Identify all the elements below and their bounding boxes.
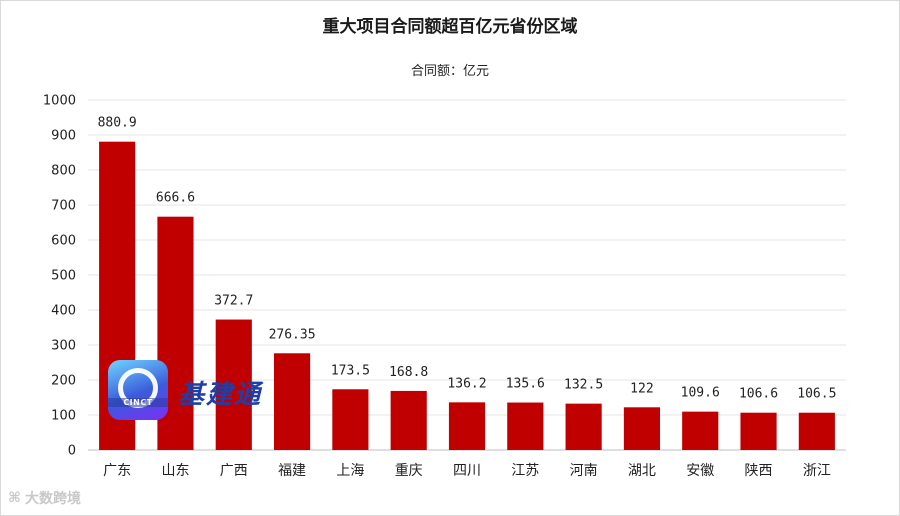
x-tick-label: 上海: [336, 463, 364, 479]
bar: [740, 412, 777, 450]
x-tick-label: 广西: [220, 463, 248, 479]
y-tick-label: 400: [51, 304, 76, 319]
y-tick-label: 700: [51, 199, 76, 214]
bar: [390, 390, 427, 450]
x-tick-label: 福建: [278, 463, 306, 479]
bar: [565, 403, 602, 450]
bar: [274, 353, 311, 450]
brand-watermark: 基建通: [178, 380, 263, 410]
y-tick-label: 200: [51, 374, 76, 389]
y-tick-label: 800: [51, 164, 76, 179]
bar: [332, 389, 369, 450]
x-tick-label: 重庆: [395, 463, 423, 479]
source-watermark: ⌘ 大数跨境: [8, 488, 81, 508]
data-label: 106.5: [797, 387, 836, 402]
bar: [682, 411, 719, 450]
y-tick-label: 900: [51, 129, 76, 144]
cinct-logo-icon: CINCT: [108, 360, 168, 420]
y-tick-label: 600: [51, 234, 76, 249]
x-tick-label: 安徽: [686, 463, 714, 479]
chart-subtitle: 合同额：亿元: [410, 64, 489, 79]
y-tick-label: 500: [51, 269, 76, 284]
chart-title: 重大项目合同额超百亿元省份区域: [322, 17, 578, 37]
data-label: 122: [630, 381, 653, 396]
bar: [623, 407, 660, 450]
data-label: 109.6: [681, 386, 720, 401]
x-tick-label: 河南: [570, 463, 598, 479]
x-tick-label: 江苏: [511, 463, 539, 479]
bar: [215, 319, 252, 450]
watermark-text: 大数跨境: [25, 491, 81, 507]
y-tick-label: 300: [51, 339, 76, 354]
data-label: 132.5: [564, 378, 603, 393]
x-tick-label: 山东: [161, 463, 189, 479]
data-label: 135.6: [506, 377, 545, 392]
x-tick-label: 四川: [453, 463, 481, 479]
bar: [448, 402, 486, 450]
data-label: 880.9: [98, 116, 137, 131]
watermark-logo-icon: ⌘: [8, 490, 21, 506]
data-label: 173.5: [331, 363, 370, 378]
data-label: 168.8: [389, 365, 428, 380]
x-tick-label: 浙江: [803, 463, 831, 479]
data-label: 666.6: [156, 191, 195, 206]
x-tick-label: 广东: [103, 463, 131, 479]
bar: [798, 412, 835, 450]
data-label: 106.6: [739, 387, 778, 402]
y-tick-label: 100: [51, 409, 76, 424]
x-tick-label: 陕西: [745, 463, 773, 479]
y-tick-label: 0: [68, 444, 76, 459]
data-label: 136.2: [447, 376, 486, 391]
data-label: 372.7: [214, 294, 253, 309]
logo-text: CINCT: [108, 398, 168, 407]
data-label: 276.35: [269, 327, 316, 342]
bar: [507, 402, 544, 450]
x-tick-label: 湖北: [628, 463, 656, 479]
y-tick-label: 1000: [43, 94, 76, 109]
